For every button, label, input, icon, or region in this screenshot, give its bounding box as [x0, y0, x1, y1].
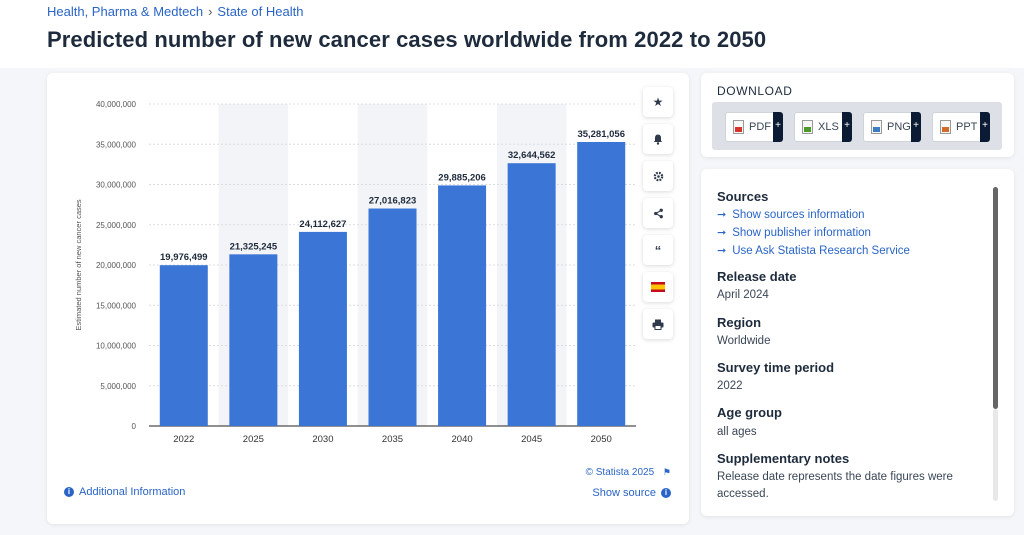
pdf-file-icon [733, 120, 744, 134]
y-tick-label: 25,000,000 [96, 221, 137, 230]
y-tick-label: 35,000,000 [96, 140, 137, 149]
y-tick-label: 30,000,000 [96, 181, 137, 190]
download-xls-button[interactable]: XLS + [794, 112, 852, 142]
supplementary-notes-value: Release date represents the date figures… [717, 471, 953, 500]
x-tick-label: 2030 [312, 434, 333, 445]
png-file-icon [871, 120, 882, 134]
region-heading: Region [717, 315, 762, 330]
bar-value-label: 24,112,627 [299, 219, 346, 230]
breadcrumb-category[interactable]: Health, Pharma & Medtech [47, 4, 204, 19]
download-ppt-button[interactable]: PPT + [932, 112, 990, 142]
breadcrumb: Health, Pharma & Medtech › State of Health [47, 4, 303, 19]
download-ppt-label: PPT [956, 121, 978, 133]
bar-value-label: 29,885,206 [438, 172, 486, 183]
xls-file-icon [802, 120, 813, 134]
release-date-heading: Release date [717, 269, 797, 284]
additional-information-label: Additional Information [79, 486, 186, 498]
ppt-file-icon [940, 120, 951, 134]
info-panel: Sources ➞ Show sources information ➞ Show … [701, 169, 1014, 516]
arrow-right-icon: ➞ [717, 209, 727, 221]
y-axis-label: Estimated number of new cancer cases [74, 199, 83, 331]
bar [298, 231, 347, 426]
breadcrumb-section[interactable]: State of Health [217, 4, 304, 19]
bar-value-label: 21,325,245 [230, 241, 278, 252]
download-title: DOWNLOAD [717, 84, 793, 98]
download-png-label: PNG [887, 121, 911, 133]
bar-value-label: 27,016,823 [369, 196, 417, 207]
bell-icon[interactable] [643, 124, 673, 154]
bar-value-label: 32,644,562 [508, 150, 556, 161]
bar [577, 141, 626, 426]
breadcrumb-separator: › [208, 4, 213, 19]
x-tick-label: 2040 [452, 434, 473, 445]
download-png-button[interactable]: PNG + [863, 112, 921, 142]
bar-value-label: 35,281,056 [577, 129, 625, 140]
info-icon: i [661, 488, 671, 498]
download-panel: DOWNLOAD PDF + XLS + PNG + PPT + [701, 73, 1014, 157]
gear-icon[interactable] [643, 161, 673, 191]
download-pdf-label: PDF [749, 121, 771, 133]
supplementary-notes-heading: Supplementary notes [717, 451, 850, 466]
x-tick-label: 2025 [243, 434, 264, 445]
y-tick-label: 20,000,000 [96, 261, 137, 270]
y-tick-label: 15,000,000 [96, 301, 137, 310]
bar-value-label: 19,976,499 [160, 252, 208, 263]
chart-toolbar: ★ “ [643, 87, 675, 346]
info-icon: i [64, 487, 74, 497]
print-icon[interactable] [643, 309, 673, 339]
y-tick-label: 0 [132, 422, 137, 431]
spain-flag-icon[interactable] [643, 272, 673, 302]
quote-icon[interactable]: “ [643, 235, 673, 265]
pdf-plus-button[interactable]: + [773, 112, 783, 142]
ask-statista-link[interactable]: ➞ Use Ask Statista Research Service [717, 244, 910, 258]
chart-card: 0 5,000,000 10,000,000 15,000,000 20,000,000… [47, 73, 689, 524]
bar [159, 265, 208, 426]
download-pdf-button[interactable]: PDF + [725, 112, 783, 142]
survey-period-value: 2022 [717, 380, 743, 392]
flag-icon: ⚑ [662, 467, 671, 477]
share-icon[interactable] [643, 198, 673, 228]
show-publisher-link[interactable]: ➞ Show publisher information [717, 226, 871, 240]
sources-heading: Sources [717, 189, 769, 204]
x-tick-label: 2022 [173, 434, 194, 445]
header-background [0, 0, 1024, 68]
info-scrollbar-thumb[interactable] [993, 187, 998, 409]
release-date-value: April 2024 [717, 289, 769, 301]
bar [229, 254, 278, 426]
download-buttons-row: PDF + XLS + PNG + PPT + [712, 102, 1002, 150]
png-plus-button[interactable]: + [911, 112, 921, 142]
show-sources-label: Show sources information [732, 208, 865, 221]
bar [507, 163, 556, 426]
y-tick-label: 40,000,000 [96, 100, 137, 109]
show-publisher-label: Show publisher information [732, 226, 871, 239]
arrow-right-icon: ➞ [717, 245, 727, 257]
arrow-right-icon: ➞ [717, 227, 727, 239]
x-tick-label: 2050 [591, 434, 612, 445]
xls-plus-button[interactable]: + [842, 112, 852, 142]
ppt-plus-button[interactable]: + [980, 112, 990, 142]
download-xls-label: XLS [818, 121, 839, 133]
page-title: Predicted number of new cancer cases wor… [47, 27, 767, 52]
ask-statista-label: Use Ask Statista Research Service [732, 244, 910, 257]
x-tick-label: 2045 [521, 434, 542, 445]
bar [368, 208, 417, 426]
y-tick-label: 10,000,000 [96, 342, 137, 351]
age-group-heading: Age group [717, 405, 782, 420]
info-scrollbar-track[interactable] [993, 409, 998, 501]
show-source-link[interactable]: Show source i [592, 487, 671, 499]
star-icon[interactable]: ★ [643, 87, 673, 117]
additional-information-link[interactable]: i Additional Information [64, 486, 185, 498]
bar [438, 185, 487, 426]
copyright-text: © Statista 2025 [585, 467, 655, 478]
region-value: Worldwide [717, 335, 771, 347]
bar-chart: 0 5,000,000 10,000,000 15,000,000 20,000,000… [74, 100, 636, 445]
survey-period-heading: Survey time period [717, 360, 835, 375]
age-group-value: all ages [717, 426, 757, 438]
show-source-label: Show source [592, 487, 656, 499]
copyright-link[interactable]: © Statista 2025 ⚑ [586, 467, 671, 478]
y-tick-label: 5,000,000 [100, 382, 136, 391]
x-tick-label: 2035 [382, 434, 403, 445]
show-sources-link[interactable]: ➞ Show sources information [717, 208, 865, 222]
